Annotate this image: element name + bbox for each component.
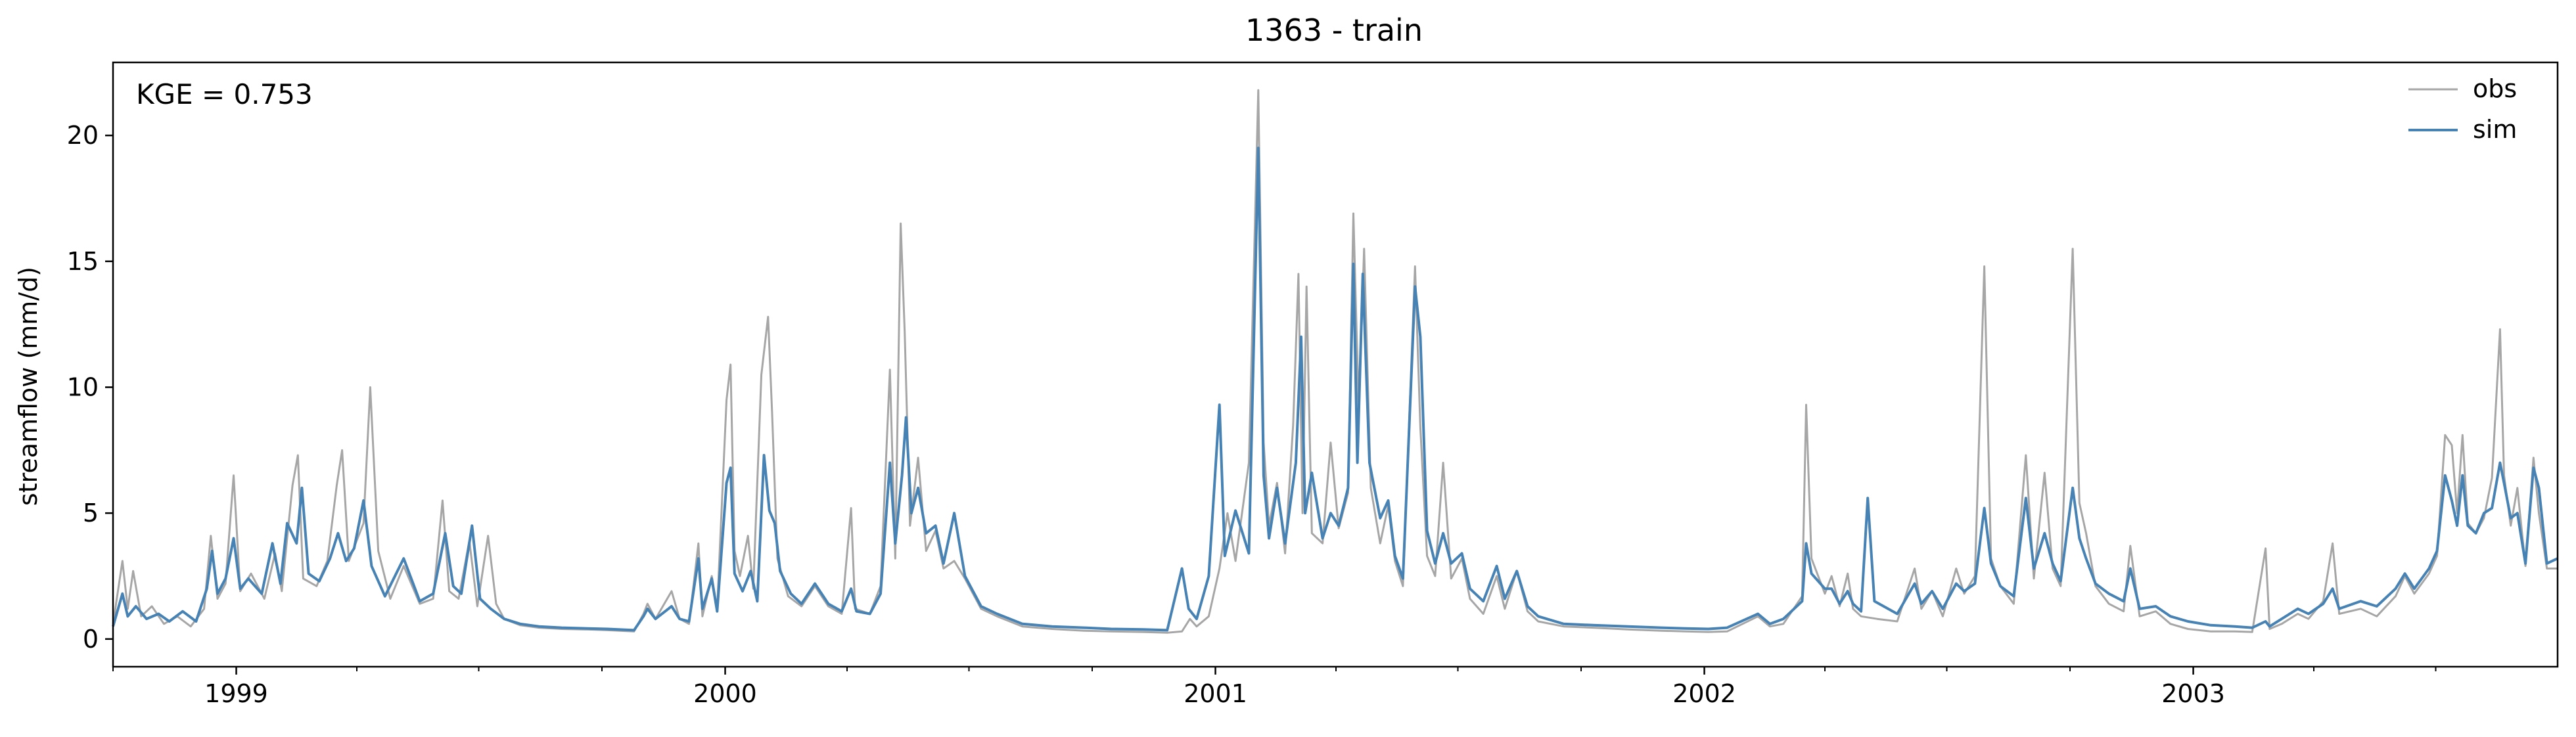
x-tick-label: 2000 — [693, 679, 757, 708]
x-tick-label: 2003 — [2161, 679, 2225, 708]
legend: obs sim — [2408, 74, 2517, 144]
y-axis: 0 5 10 15 20 — [67, 121, 113, 654]
series-line-sim — [112, 146, 2558, 632]
y-tick-label: 15 — [67, 247, 99, 276]
chart-title: 1363 - train — [1245, 12, 1423, 48]
x-tick-label: 2002 — [1672, 679, 1736, 708]
y-tick-label: 20 — [67, 121, 99, 150]
x-tick-label: 1999 — [204, 679, 268, 708]
x-axis: 1999 2000 2001 2002 2003 — [112, 667, 2437, 708]
kge-annotation: KGE = 0.753 — [136, 78, 313, 110]
y-tick-label: 5 — [83, 499, 99, 527]
legend-label-obs: obs — [2473, 74, 2517, 103]
y-tick-label: 0 — [83, 625, 99, 654]
legend-label-sim: sim — [2473, 115, 2517, 144]
x-tick-label: 2001 — [1184, 679, 1247, 708]
plot-frame — [112, 61, 2559, 668]
y-axis-label: streamflow (mm/d) — [14, 267, 43, 506]
plot-area: 0 5 10 15 20 1999 2000 2001 2002 2003 — [67, 61, 2559, 708]
series-layer — [112, 89, 2558, 634]
y-tick-label: 10 — [67, 373, 99, 402]
